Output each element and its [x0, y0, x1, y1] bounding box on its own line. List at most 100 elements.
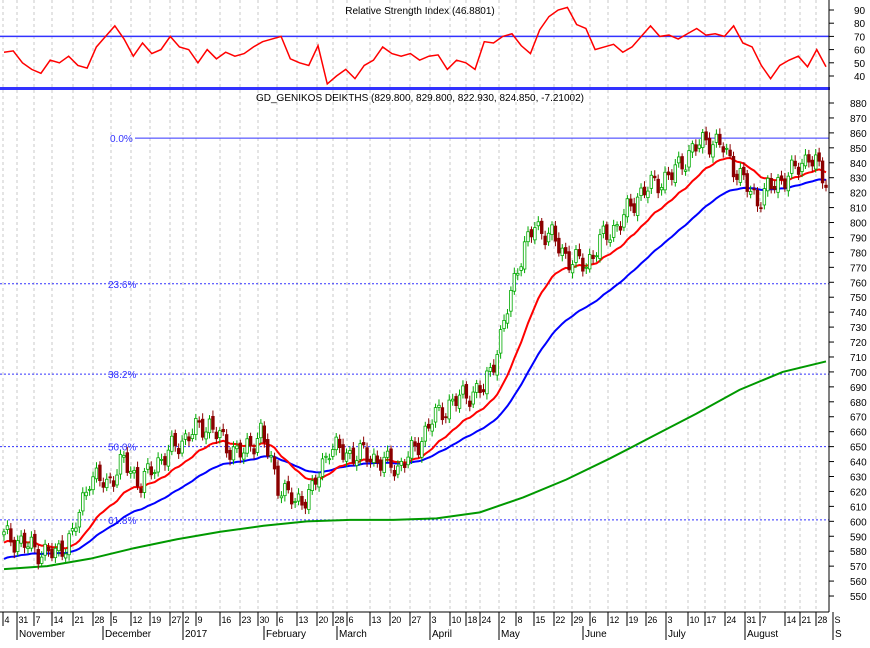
- candle-body: [817, 152, 821, 162]
- candle-body: [543, 235, 547, 246]
- candle-body: [635, 196, 640, 216]
- candle-body: [283, 483, 287, 497]
- candle-body: [139, 488, 143, 493]
- candle-body: [379, 459, 383, 471]
- candle-body: [522, 241, 527, 270]
- candle-body: [755, 189, 760, 207]
- candle-body: [142, 471, 147, 493]
- candle-body: [495, 354, 499, 376]
- price-tick-label: 630: [850, 473, 867, 484]
- candle-body: [485, 370, 489, 395]
- x-tick-label: 21: [802, 615, 812, 625]
- candle-body: [166, 449, 171, 467]
- x-tick-label: S: [835, 615, 841, 625]
- candle-body: [57, 543, 61, 552]
- candle-body: [135, 467, 140, 487]
- price-tick-label: 850: [850, 144, 867, 155]
- candle-body: [252, 448, 256, 455]
- price-tick-label: 770: [850, 263, 867, 274]
- candle-body: [173, 432, 177, 447]
- price-tick-label: 830: [850, 174, 867, 185]
- price-tick-label: 880: [850, 99, 867, 110]
- x-tick-label: 28: [818, 615, 828, 625]
- candle-body: [183, 433, 188, 440]
- fib-label: 0.0%: [110, 134, 133, 145]
- candle-body: [673, 164, 677, 183]
- x-tick-label: 12: [133, 615, 143, 625]
- x-tick-label: 2: [501, 615, 506, 625]
- candle-body: [2, 531, 6, 536]
- month-label: February: [266, 629, 306, 640]
- price-tick-label: 690: [850, 383, 867, 394]
- candle-body: [772, 185, 777, 190]
- candle-body: [190, 434, 195, 440]
- candle-body: [666, 171, 671, 176]
- ma-slow-line: [3, 360, 827, 571]
- candle-body: [413, 441, 417, 447]
- month-label: August: [747, 629, 778, 640]
- candle-body: [464, 384, 469, 399]
- candle-body: [156, 457, 160, 473]
- candle-body: [529, 229, 534, 238]
- candle-body: [581, 257, 585, 272]
- candle-body: [426, 423, 431, 429]
- candle-body: [207, 418, 212, 434]
- month-label: November: [19, 629, 66, 640]
- x-tick-label: 24: [727, 615, 737, 625]
- x-tick-label: 6: [279, 615, 284, 625]
- candle-body: [512, 273, 517, 292]
- x-tick-label: 26: [648, 615, 658, 625]
- candle-body: [317, 476, 321, 488]
- fib-label: 50.0%: [108, 443, 136, 454]
- candle-body: [105, 478, 109, 489]
- candle-body: [122, 454, 126, 458]
- candle-body: [766, 177, 770, 192]
- candle-body: [224, 434, 229, 454]
- candle-body: [707, 137, 712, 155]
- x-tick-label: 28: [335, 615, 345, 625]
- candle-body: [337, 438, 342, 448]
- candle-body: [591, 254, 595, 259]
- candle-body: [341, 444, 345, 460]
- price-tick-label: 610: [850, 502, 867, 513]
- candle-body: [567, 251, 571, 271]
- candle-body: [701, 132, 705, 149]
- candle-body: [43, 543, 47, 556]
- x-tick-label: 31: [747, 615, 757, 625]
- candle-body: [334, 436, 338, 451]
- price-title: GD_GENIKOS DEIKTHS (829.800, 829.800, 82…: [256, 93, 584, 104]
- candle-body: [796, 166, 801, 175]
- price-tick-label: 660: [850, 428, 867, 439]
- price-tick-label: 780: [850, 248, 867, 259]
- candle-body: [769, 178, 773, 190]
- candle-body: [221, 428, 225, 433]
- candle-body: [786, 175, 791, 192]
- candle-body: [430, 423, 434, 432]
- x-tick-label: 21: [75, 615, 85, 625]
- x-tick-label: 9: [198, 615, 203, 625]
- candle-body: [461, 385, 465, 395]
- candle-body: [91, 476, 95, 491]
- candle-body: [146, 463, 150, 470]
- candle-body: [810, 159, 814, 167]
- rsi-title: Relative Strength Index (46.8801): [345, 6, 495, 17]
- candle-body: [601, 225, 606, 234]
- price-tick-label: 820: [850, 189, 867, 200]
- candle-body: [197, 420, 201, 423]
- candle-body: [509, 290, 513, 312]
- candle-body: [50, 548, 54, 559]
- x-tick-label: 12: [610, 615, 620, 625]
- candle-body: [632, 203, 636, 213]
- candle-body: [344, 452, 349, 462]
- x-tick-label: 14: [54, 615, 64, 625]
- candle-body: [149, 466, 153, 476]
- candle-body: [718, 133, 722, 145]
- price-tick-label: 840: [850, 159, 867, 170]
- candle-body: [176, 448, 181, 455]
- candle-body: [622, 214, 626, 228]
- x-tick-label: 10: [452, 615, 462, 625]
- candle-body: [351, 447, 356, 464]
- x-tick-label: 23: [242, 615, 252, 625]
- candle-body: [355, 460, 359, 466]
